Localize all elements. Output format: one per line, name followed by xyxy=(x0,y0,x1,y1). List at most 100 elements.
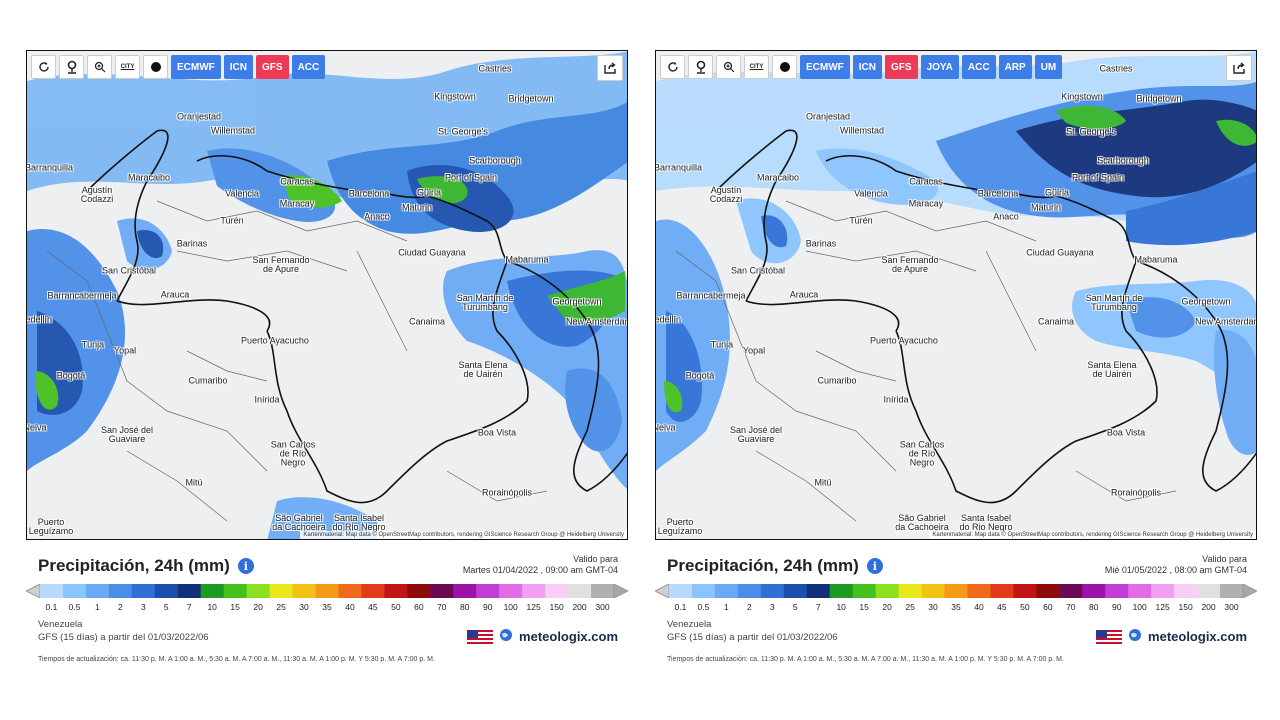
model-button-joya[interactable]: JOYA xyxy=(920,55,959,79)
city-label[interactable]: Agustín Codazzi xyxy=(80,185,114,204)
city-label[interactable]: Georgetown xyxy=(552,296,602,307)
city-label[interactable]: Mabaruma xyxy=(1134,254,1178,265)
city-label[interactable]: Cumaribo xyxy=(817,375,857,386)
model-button-um[interactable]: UM xyxy=(1034,55,1063,79)
city-label[interactable]: Puerto Leguízamo xyxy=(657,517,703,536)
city-label[interactable]: Georgetown xyxy=(1181,296,1231,307)
city-label[interactable]: Barranquilla xyxy=(655,162,703,173)
city-label[interactable]: Santa Isabel do Rio Negro xyxy=(959,513,1013,532)
city-label[interactable]: San Carlos de Río Negro xyxy=(899,439,945,468)
city-label[interactable]: Arauca xyxy=(789,289,819,300)
model-button-acc[interactable]: ACC xyxy=(291,55,326,79)
city-label[interactable]: San José del Guaviare xyxy=(729,425,783,444)
city-label[interactable]: Anaco xyxy=(364,211,390,222)
us-flag-icon[interactable] xyxy=(1096,629,1123,644)
city-label[interactable]: Bridgetown xyxy=(1136,93,1182,104)
brand-name[interactable]: meteologix.com xyxy=(1148,629,1247,644)
city-label[interactable]: Bogotá xyxy=(685,370,715,381)
city-label[interactable]: Puerto Ayacucho xyxy=(241,335,309,346)
city-label[interactable]: Rorainópolis xyxy=(1110,487,1162,498)
city-label[interactable]: San Carlos de Río Negro xyxy=(270,439,316,468)
city-label[interactable]: San Cristóbal xyxy=(730,265,786,276)
city-label[interactable]: Kingstown xyxy=(434,91,476,102)
model-button-icn[interactable]: ICN xyxy=(852,55,883,79)
city-label[interactable]: Maracaibo xyxy=(756,172,800,183)
city-label[interactable]: St. George's xyxy=(438,126,488,137)
model-button-arp[interactable]: ARP xyxy=(998,55,1032,79)
precipitation-map-right[interactable]: CITY ECMWF ICN GFS JOYA ACC ARP UM Castr… xyxy=(655,50,1257,540)
city-label[interactable]: Barinas xyxy=(805,238,837,249)
city-label[interactable]: Caracas xyxy=(909,176,943,187)
city-label[interactable]: Santa Isabel do Rio Negro xyxy=(332,513,386,532)
city-label[interactable]: Barinas xyxy=(176,238,208,249)
location-pin-icon[interactable] xyxy=(688,55,713,79)
city-label[interactable]: Canaima xyxy=(408,316,446,327)
map-attribution[interactable]: Kartenmaterial: Map data © OpenStreetMap… xyxy=(300,531,627,539)
city-label[interactable]: Bridgetown xyxy=(508,93,554,104)
info-icon[interactable]: i xyxy=(866,558,883,574)
city-label[interactable]: Inírida xyxy=(883,394,909,405)
city-label[interactable]: Maracaibo xyxy=(127,172,171,183)
city-toggle-icon[interactable]: CITY xyxy=(744,55,769,79)
brand[interactable]: meteologix.com xyxy=(467,628,618,645)
dot-marker-icon[interactable] xyxy=(143,55,168,79)
city-label[interactable]: Boa Vista xyxy=(477,427,517,438)
city-label[interactable]: São Gabriel da Cachoeira xyxy=(895,513,949,532)
city-label[interactable]: Inírida xyxy=(254,394,280,405)
brand[interactable]: meteologix.com xyxy=(1096,628,1247,645)
city-label[interactable]: Maracay xyxy=(279,198,315,209)
city-label[interactable]: Caracas xyxy=(280,176,314,187)
city-label[interactable]: Ciudad Guayana xyxy=(398,247,466,258)
city-label[interactable]: Barranquilla xyxy=(26,162,74,173)
city-label[interactable]: Puerto Leguízamo xyxy=(28,517,74,536)
location-pin-icon[interactable] xyxy=(59,55,84,79)
city-label[interactable]: Scarborough xyxy=(1097,155,1149,166)
map-attribution[interactable]: Kartenmaterial: Map data © OpenStreetMap… xyxy=(929,531,1256,539)
city-label[interactable]: Kingstown xyxy=(1061,91,1103,102)
city-label[interactable]: Mitú xyxy=(185,477,203,488)
zoom-icon[interactable] xyxy=(716,55,741,79)
city-label[interactable]: Barrancabermeja xyxy=(676,290,746,301)
model-button-ecmwf[interactable]: ECMWF xyxy=(171,55,221,79)
city-label[interactable]: Medellín xyxy=(656,314,682,325)
city-label[interactable]: Neiva xyxy=(27,422,47,433)
city-label[interactable]: Anaco xyxy=(993,211,1019,222)
city-label[interactable]: San Fernando de Apure xyxy=(881,255,939,274)
city-label[interactable]: Turén xyxy=(220,215,244,226)
model-button-acc[interactable]: ACC xyxy=(961,55,996,79)
city-label[interactable]: Yopal xyxy=(113,345,137,356)
dot-marker-icon[interactable] xyxy=(772,55,797,79)
city-label[interactable]: Güiria xyxy=(1044,187,1070,198)
city-label[interactable]: San Fernando de Apure xyxy=(252,255,310,274)
city-label[interactable]: Port of Spain xyxy=(444,172,498,183)
city-label[interactable]: Willemstad xyxy=(839,125,885,136)
city-label[interactable]: Valencia xyxy=(854,188,888,199)
city-label[interactable]: Maracay xyxy=(908,198,944,209)
us-flag-icon[interactable] xyxy=(467,629,494,644)
city-label[interactable]: Santa Elena de Uairén xyxy=(1087,360,1137,379)
zoom-icon[interactable] xyxy=(87,55,112,79)
model-button-gfs[interactable]: GFS xyxy=(256,55,289,79)
brand-name[interactable]: meteologix.com xyxy=(519,629,618,644)
city-label[interactable]: Canaima xyxy=(1037,316,1075,327)
info-icon[interactable]: i xyxy=(237,558,254,574)
model-button-gfs[interactable]: GFS xyxy=(885,55,918,79)
city-label[interactable]: Barcelona xyxy=(977,188,1019,199)
city-label[interactable]: St. George's xyxy=(1066,126,1116,137)
share-icon[interactable] xyxy=(1226,55,1252,81)
city-label[interactable]: Yopal xyxy=(742,345,766,356)
model-button-icn[interactable]: ICN xyxy=(223,55,254,79)
city-label[interactable]: Castries xyxy=(1099,63,1133,74)
city-label[interactable]: Turén xyxy=(849,215,873,226)
city-label[interactable]: Mitú xyxy=(814,477,832,488)
city-label[interactable]: Scarborough xyxy=(469,155,521,166)
city-label[interactable]: Tunja xyxy=(710,339,734,350)
city-label[interactable]: San Martín de Turumbang xyxy=(1085,293,1143,312)
city-label[interactable]: Valencia xyxy=(225,188,259,199)
city-toggle-icon[interactable]: CITY xyxy=(115,55,140,79)
refresh-icon[interactable] xyxy=(660,55,685,79)
city-label[interactable]: Santa Elena de Uairén xyxy=(458,360,508,379)
city-label[interactable]: Agustín Codazzi xyxy=(709,185,743,204)
city-label[interactable]: Barrancabermeja xyxy=(47,290,117,301)
share-icon[interactable] xyxy=(597,55,623,81)
